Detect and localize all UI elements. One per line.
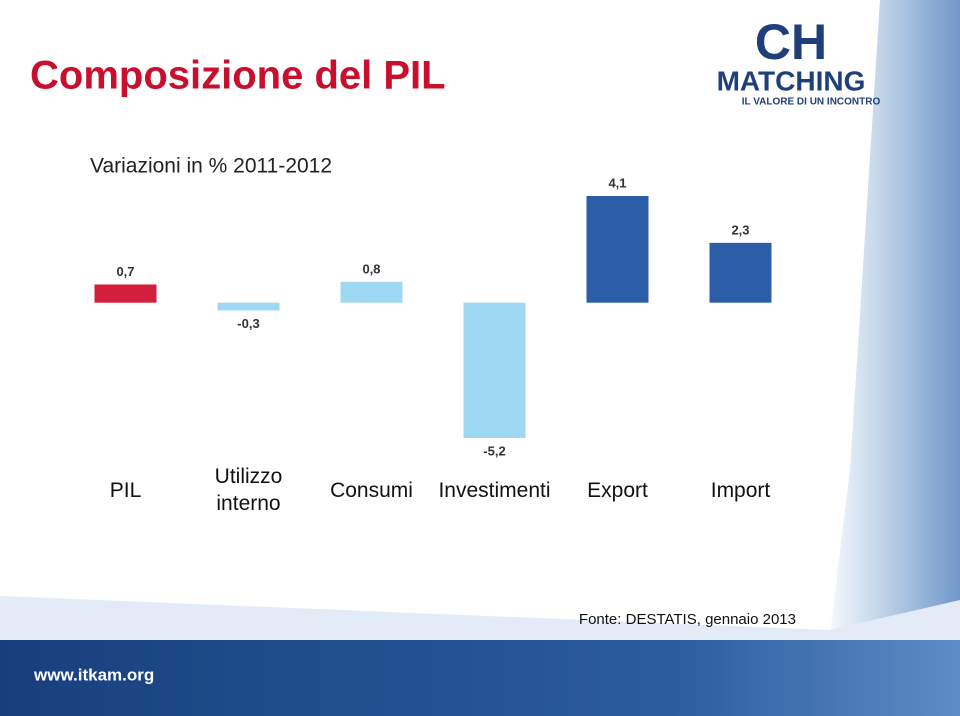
category-label: Utilizzo interno: [214, 465, 283, 515]
category-label: Investimenti: [438, 478, 551, 502]
logo-mark: CH: [755, 14, 827, 70]
value-label: -0,3: [237, 316, 259, 331]
logo-name: MATCHING: [717, 65, 866, 96]
value-label: 0,8: [362, 261, 380, 276]
value-label: -5,2: [483, 443, 505, 458]
value-label: 0,7: [116, 264, 134, 279]
footer-url: www.itkam.org: [33, 665, 154, 684]
bar: [709, 242, 772, 303]
footer-band: [0, 640, 960, 716]
title: Composizione del PIL: [30, 54, 446, 98]
source: Fonte: DESTATIS, gennaio 2013: [579, 611, 796, 628]
subtitle: Variazioni in % 2011-2012: [90, 155, 332, 178]
category-label: Export: [587, 478, 648, 502]
decoration: [820, 0, 960, 716]
bar: [94, 284, 157, 303]
value-label: 2,3: [731, 222, 749, 237]
logo-tagline: IL VALORE DI UN INCONTRO: [742, 97, 881, 108]
bar: [340, 281, 403, 303]
category-label: Import: [710, 478, 771, 502]
bar: [586, 196, 649, 303]
category-label: PIL: [109, 478, 142, 502]
category-label: Consumi: [330, 478, 413, 502]
bar: [463, 302, 526, 438]
bar: [217, 302, 280, 311]
value-label: 4,1: [608, 175, 626, 190]
